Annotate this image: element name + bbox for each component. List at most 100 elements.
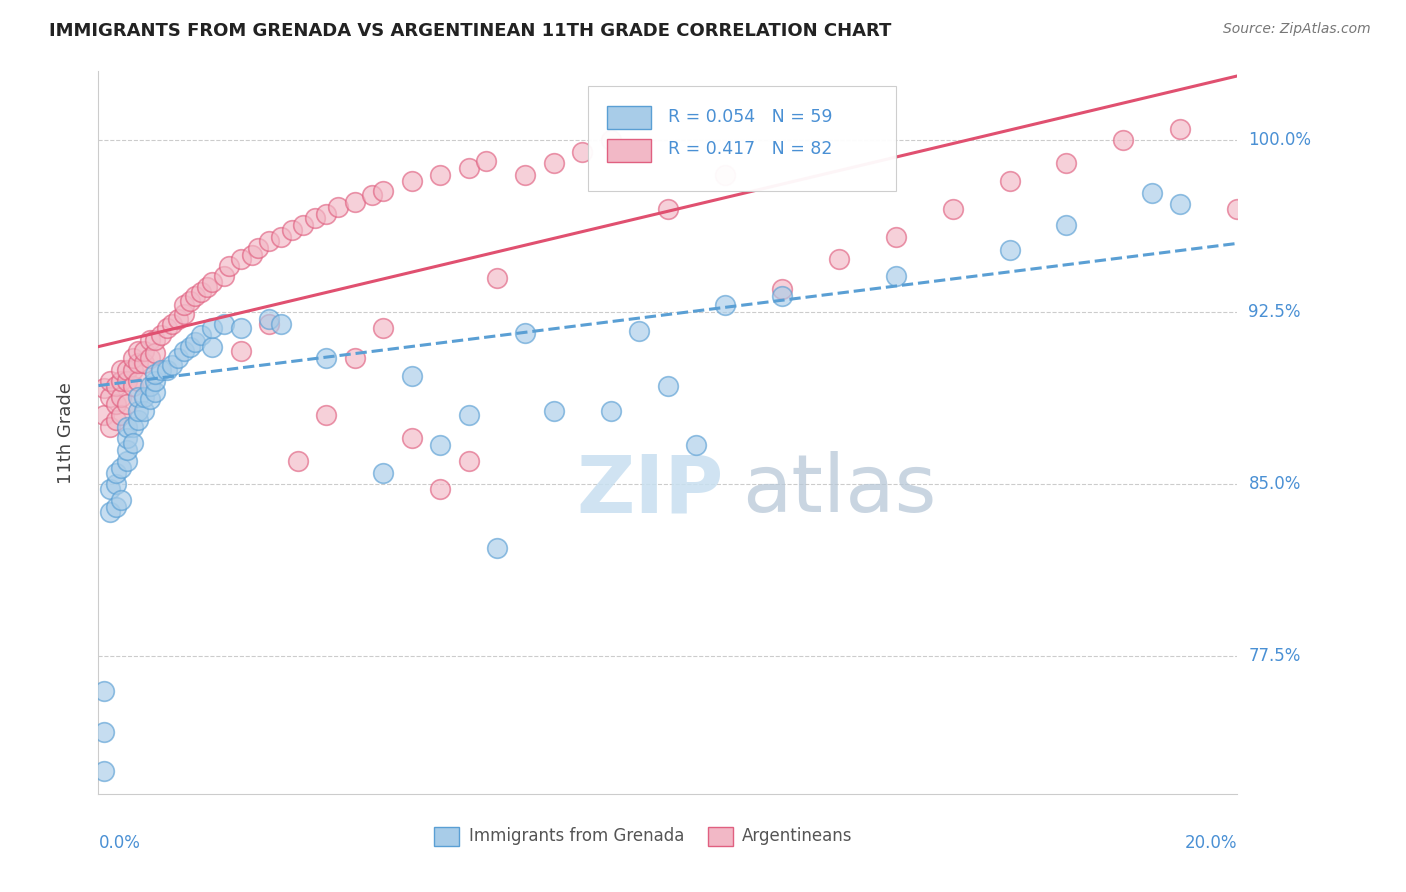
Point [145, 367, 167, 381]
Point [270, 317, 292, 331]
Point [167, 351, 190, 365]
Point [110, 374, 132, 388]
Text: 100.0%: 100.0% [1249, 131, 1312, 149]
Bar [707, 827, 733, 846]
Point [138, 378, 160, 392]
Point [201, 340, 224, 354]
Text: ZIP: ZIP [576, 451, 724, 530]
Point [115, 397, 138, 411]
Y-axis label: 11th Grade: 11th Grade [56, 382, 75, 483]
Point [138, 392, 160, 407]
Point [600, 404, 623, 418]
Text: 77.5%: 77.5% [1249, 648, 1301, 665]
Point [98, 390, 121, 404]
Point [201, 276, 224, 290]
Point [1056, 218, 1078, 232]
Point [138, 351, 160, 365]
Bar [607, 106, 651, 129]
Point [657, 202, 679, 216]
Point [156, 362, 179, 376]
Point [240, 248, 263, 262]
Point [115, 420, 138, 434]
Point [457, 409, 479, 423]
Point [145, 385, 167, 400]
Point [110, 362, 132, 376]
FancyBboxPatch shape [588, 86, 896, 191]
Point [373, 466, 395, 480]
Point [115, 454, 138, 468]
Text: Argentineans: Argentineans [742, 827, 852, 845]
Bar [607, 138, 651, 161]
Point [173, 298, 195, 312]
Point [93, 409, 115, 423]
Point [246, 241, 269, 255]
Point [190, 285, 212, 299]
Point [93, 725, 115, 739]
Point [401, 369, 423, 384]
Point [110, 461, 132, 475]
Point [145, 346, 167, 360]
Point [93, 381, 115, 395]
Text: R = 0.417   N = 82: R = 0.417 N = 82 [668, 140, 832, 159]
Point [104, 397, 127, 411]
Point [486, 270, 509, 285]
Point [600, 133, 623, 147]
Point [179, 340, 201, 354]
Text: R = 0.054   N = 59: R = 0.054 N = 59 [668, 108, 832, 126]
Point [104, 378, 127, 392]
Point [132, 390, 155, 404]
Point [167, 312, 190, 326]
Point [942, 202, 965, 216]
Point [315, 351, 337, 365]
Point [486, 541, 509, 556]
Point [1112, 133, 1135, 147]
Point [162, 358, 184, 372]
Point [292, 218, 315, 232]
Point [429, 168, 451, 182]
Point [1140, 186, 1163, 200]
Text: IMMIGRANTS FROM GRENADA VS ARGENTINEAN 11TH GRADE CORRELATION CHART: IMMIGRANTS FROM GRENADA VS ARGENTINEAN 1… [49, 22, 891, 40]
Point [1056, 156, 1078, 170]
Point [401, 431, 423, 445]
Point [110, 493, 132, 508]
Point [343, 351, 366, 365]
Point [657, 378, 679, 392]
Point [132, 404, 155, 418]
Point [360, 188, 382, 202]
Point [150, 328, 173, 343]
Point [884, 268, 907, 283]
Point [150, 362, 173, 376]
Point [121, 378, 143, 392]
Point [115, 442, 138, 457]
Point [98, 505, 121, 519]
Point [127, 374, 149, 388]
Point [714, 298, 737, 312]
Point [218, 260, 240, 274]
Point [104, 477, 127, 491]
Bar [434, 827, 460, 846]
Point [828, 252, 851, 267]
Point [515, 326, 537, 340]
Point [173, 308, 195, 322]
Point [401, 174, 423, 188]
Point [132, 356, 155, 370]
Point [190, 328, 212, 343]
Point [457, 161, 479, 175]
Point [884, 229, 907, 244]
Point [98, 420, 121, 434]
Point [770, 282, 793, 296]
Point [162, 317, 184, 331]
Text: 92.5%: 92.5% [1249, 303, 1301, 321]
Text: 85.0%: 85.0% [1249, 475, 1301, 493]
Point [110, 390, 132, 404]
Point [229, 321, 252, 335]
Point [259, 234, 281, 248]
Point [315, 206, 337, 220]
Point [212, 268, 235, 283]
Point [138, 333, 160, 347]
Point [121, 420, 143, 434]
Point [343, 195, 366, 210]
Point [179, 293, 201, 308]
Point [1170, 197, 1192, 211]
Point [93, 764, 115, 778]
